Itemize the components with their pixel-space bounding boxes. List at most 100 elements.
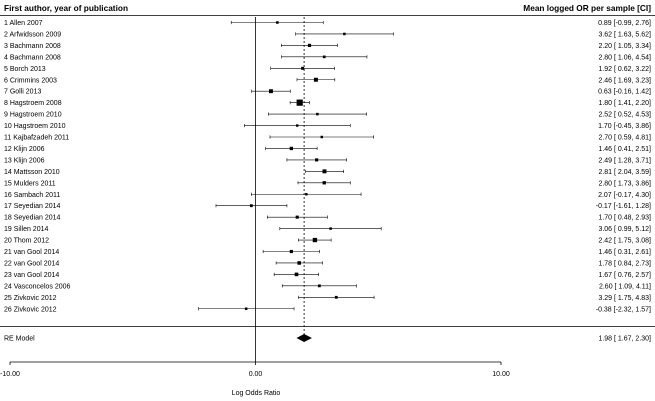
- study-row: 23 van Gool 2014 1.67 [ 0.76, 2.57]: [4, 272, 651, 279]
- estimate-ci-text: 0.63 [-0.16, 1.42]: [598, 89, 651, 96]
- estimate-ci-text: 1.92 [ 0.62, 3.22]: [598, 66, 651, 73]
- study-row: 26 Zivkovic 2012 -0.38 [-2.32, 1.57]: [4, 306, 651, 313]
- study-row: 14 Mattsson 2010 2.81 [ 2.04, 3.59]: [4, 169, 651, 176]
- study-row: 2 Arfwidsson 2009 3.62 [ 1.63, 5.62]: [4, 31, 651, 38]
- estimate-ci-text: 2.60 [ 1.09, 4.11]: [599, 283, 651, 290]
- estimate-ci-text: 2.81 [ 2.04, 3.59]: [598, 169, 651, 176]
- point-estimate: [322, 181, 326, 185]
- x-axis-title: Log Odds Ratio: [232, 390, 281, 397]
- estimate-ci-text: 2.46 [ 1.69, 3.23]: [598, 77, 651, 84]
- estimate-ci-text: 3.06 [ 0.99, 5.12]: [598, 226, 651, 233]
- study-label: 2 Arfwidsson 2009: [4, 31, 61, 38]
- study-row: 22 van Gool 2014 1.78 [ 0.84, 2.73]: [4, 260, 651, 267]
- study-row: 19 Sillen 2014 3.06 [ 0.99, 5.12]: [4, 226, 651, 233]
- study-label: 20 Thom 2012: [4, 238, 49, 245]
- point-estimate: [269, 89, 273, 94]
- estimate-ci-text: 2.49 [ 1.28, 3.71]: [598, 157, 651, 164]
- point-estimate: [294, 272, 299, 277]
- study-label: 7 Golli 2013: [4, 89, 41, 96]
- study-row: 5 Borch 2013 1.92 [ 0.62, 3.22]: [4, 66, 651, 73]
- summary-label: RE Model: [4, 336, 35, 343]
- study-row: 3 Bachmann 2008 2.20 [ 1.05, 3.34]: [4, 43, 651, 50]
- point-estimate: [313, 77, 318, 82]
- estimate-ci-text: 1.67 [ 0.76, 2.57]: [598, 272, 651, 279]
- x-tick-label: -10.00: [0, 371, 20, 378]
- study-label: 15 Mulders 2011: [4, 180, 56, 187]
- header-study-label: First author, year of publication: [4, 3, 128, 13]
- study-row: 7 Golli 2013 0.63 [-0.16, 1.42]: [4, 89, 651, 96]
- study-label: 11 Kajbafzadeh 2011: [4, 135, 69, 142]
- study-label: 23 van Gool 2014: [4, 272, 59, 279]
- point-estimate: [289, 249, 293, 254]
- study-row: 6 Crimmins 2003 2.46 [ 1.69, 3.23]: [4, 77, 651, 84]
- estimate-ci-text: 2.07 [-0.17, 4.30]: [598, 192, 651, 199]
- estimate-ci-text: 3.29 [ 1.75, 4.83]: [598, 295, 651, 302]
- study-label: 26 Zivkovic 2012: [4, 306, 57, 313]
- estimate-ci-text: 0.89 [-0.99, 2.76]: [598, 20, 651, 27]
- study-row: 10 Hagstroem 2010 1.70 [-0.45, 3.86]: [4, 123, 651, 130]
- point-estimate: [295, 215, 299, 219]
- study-label: 24 Vasconcelos 2006: [4, 283, 71, 290]
- study-label: 9 Hagstroem 2010: [4, 112, 62, 119]
- point-estimate: [343, 32, 346, 36]
- study-row: 4 Bachmann 2008 2.80 [ 1.06, 4.54]: [4, 54, 651, 61]
- estimate-ci-text: 2.52 [ 0.52, 4.53]: [598, 112, 651, 119]
- point-estimate: [297, 261, 301, 265]
- study-row: 13 Klijn 2006 2.49 [ 1.28, 3.71]: [4, 157, 651, 164]
- study-label: 3 Bachmann 2008: [4, 43, 61, 50]
- point-estimate: [249, 204, 253, 208]
- point-estimate: [296, 99, 303, 106]
- estimate-ci-text: 3.62 [ 1.63, 5.62]: [598, 31, 651, 38]
- study-label: 13 Klijn 2006: [4, 157, 45, 164]
- point-estimate: [334, 295, 338, 299]
- study-label: 8 Hagstroem 2008: [4, 100, 62, 107]
- study-row: 15 Mulders 2011 2.80 [ 1.73, 3.86]: [4, 180, 651, 187]
- study-label: 18 Seyedian 2014: [4, 215, 61, 222]
- estimate-ci-text: 1.70 [-0.45, 3.86]: [598, 123, 651, 130]
- point-estimate: [296, 124, 299, 127]
- study-label: 1 Allen 2007: [4, 20, 43, 27]
- point-estimate: [317, 284, 321, 288]
- study-label: 5 Borch 2013: [4, 66, 46, 73]
- estimate-ci-text: 1.78 [ 0.84, 2.73]: [598, 260, 651, 267]
- estimate-ci-text: 2.42 [ 1.75, 3.08]: [598, 238, 651, 245]
- point-estimate: [322, 169, 327, 174]
- estimate-ci-text: 2.80 [ 1.73, 3.86]: [598, 180, 651, 187]
- point-estimate: [244, 307, 248, 311]
- x-tick-label: 0.00: [249, 371, 263, 378]
- study-label: 25 Zivkovic 2012: [4, 295, 57, 302]
- estimate-ci-text: -0.17 [-1.61, 1.28]: [596, 203, 651, 210]
- point-estimate: [322, 55, 326, 59]
- point-estimate: [316, 112, 319, 116]
- point-estimate: [320, 135, 324, 139]
- point-estimate: [312, 237, 318, 243]
- estimate-ci-text: 1.70 [ 0.48, 2.93]: [598, 215, 651, 222]
- x-tick-label: 10.00: [492, 371, 510, 378]
- estimate-ci-text: 2.70 [ 0.59, 4.81]: [598, 135, 651, 142]
- study-row: 21 van Gool 2014 1.46 [ 0.31, 2.61]: [4, 249, 651, 256]
- estimate-ci-text: -0.38 [-2.32, 1.57]: [596, 306, 651, 313]
- study-row: 24 Vasconcelos 2006 2.60 [ 1.09, 4.11]: [4, 283, 651, 290]
- study-label: 16 Sambach 2011: [4, 192, 60, 199]
- study-row: 8 Hagstroem 2008 1.80 [ 1.41, 2.20]: [4, 99, 651, 107]
- study-row: 9 Hagstroem 2010 2.52 [ 0.52, 4.53]: [4, 112, 651, 119]
- estimate-ci-text: 2.20 [ 1.05, 3.34]: [598, 43, 651, 50]
- estimate-ci-text: 2.80 [ 1.06, 4.54]: [598, 54, 651, 61]
- point-estimate: [315, 158, 319, 162]
- study-label: 4 Bachmann 2008: [4, 54, 61, 61]
- study-row: 12 Klijn 2006 1.46 [ 0.41, 2.51]: [4, 146, 651, 153]
- estimate-ci-text: 1.80 [ 1.41, 2.20]: [598, 100, 651, 107]
- point-estimate: [307, 43, 312, 47]
- point-estimate: [289, 146, 294, 151]
- study-row: 25 Zivkovic 2012 3.29 [ 1.75, 4.83]: [4, 295, 651, 302]
- point-estimate: [305, 193, 308, 196]
- estimate-ci-text: 1.46 [ 0.31, 2.61]: [598, 249, 651, 256]
- point-estimate: [301, 66, 305, 70]
- study-row: 1 Allen 2007 0.89 [-0.99, 2.76]: [4, 20, 651, 27]
- study-row: 11 Kajbafzadeh 2011 2.70 [ 0.59, 4.81]: [4, 135, 651, 142]
- header-estimate-label: Mean logged OR per sample [CI]: [523, 3, 651, 13]
- study-row: 18 Seyedian 2014 1.70 [ 0.48, 2.93]: [4, 215, 651, 222]
- estimate-ci-text: 1.46 [ 0.41, 2.51]: [598, 146, 651, 153]
- study-row: 17 Seyedian 2014 -0.17 [-1.61, 1.28]: [4, 203, 651, 210]
